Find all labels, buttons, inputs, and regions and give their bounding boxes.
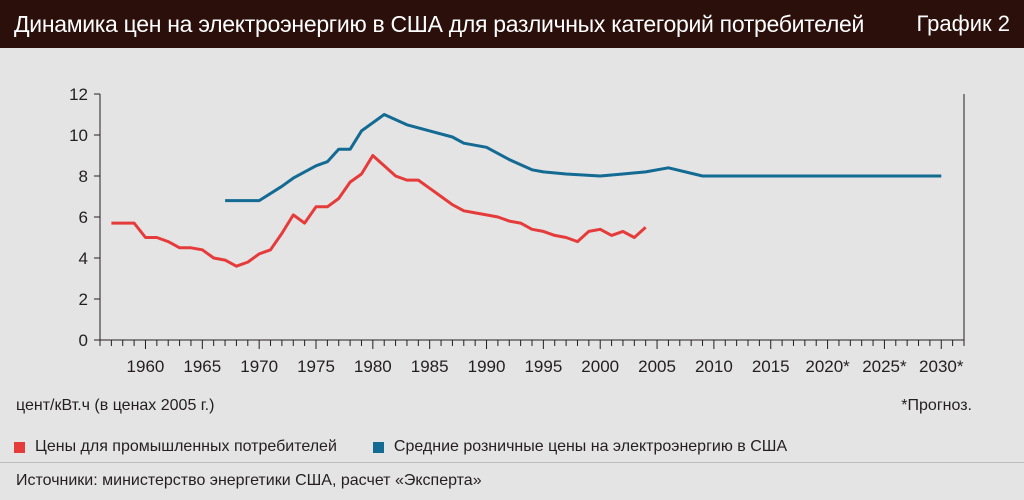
x-tick-label: 1975: [297, 357, 335, 376]
series-lines: [111, 113, 942, 268]
y-tick-label: 0: [79, 331, 88, 350]
legend-item-industrial: Цены для промышленных потребителей: [14, 438, 337, 456]
series-line-industrial: [111, 154, 647, 268]
y-tick-label: 8: [79, 167, 88, 186]
y-tick-label: 6: [79, 208, 88, 227]
legend-swatch-retail: [372, 441, 384, 453]
x-tick-label: 1995: [524, 357, 562, 376]
y-tick-label: 4: [79, 249, 88, 268]
x-tick-label: 1980: [354, 357, 392, 376]
y-tick-label: 10: [69, 126, 88, 145]
legend-item-retail: Средние розничные цены на электроэнергию…: [372, 438, 788, 456]
x-tick-label: 1965: [183, 357, 221, 376]
x-tick-label: 1990: [468, 357, 506, 376]
y-axis-unit-label: цент/кВт.ч (в ценах 2005 г.): [16, 397, 215, 414]
series-line-retail: [225, 113, 942, 203]
x-tick-label: 2015: [752, 357, 790, 376]
x-tick-label: 2005: [638, 357, 676, 376]
x-tick-label: 2010: [695, 357, 733, 376]
legend-label-retail: Средние розничные цены на электроэнергию…: [393, 438, 788, 455]
x-tick-label: 2020*: [805, 357, 850, 376]
source-note: Источники: министерство энергетики США, …: [0, 462, 1024, 500]
legend-label-industrial: Цены для промышленных потребителей: [35, 438, 337, 455]
y-tick-label: 12: [69, 85, 88, 104]
legend-swatch-industrial: [14, 441, 25, 453]
forecast-note: *Прогноз.: [901, 397, 972, 414]
x-tick-label: 1970: [240, 357, 278, 376]
y-tick-label: 2: [79, 290, 88, 309]
y-axis: 0 2 4 6 8 10 12: [69, 85, 101, 350]
chart-legend: Цены для промышленных потребителей Средн…: [14, 432, 1004, 462]
x-tick-label: 2025*: [862, 357, 907, 376]
chart-header: Динамика цен на электроэнергию в США для…: [0, 0, 1024, 48]
x-axis: 1960 1965 1970 1975 1980 1985 1990 1995 2000 2005…: [99, 94, 965, 376]
x-tick-label: 2030*: [919, 357, 964, 376]
x-tick-label: 2000: [581, 357, 619, 376]
chart-title: Динамика цен на электроэнергию в США для…: [14, 10, 865, 37]
x-tick-label: 1960: [127, 357, 165, 376]
chart-area: 0 2 4 6 8 10 12 1960 1965 1970 1975 1980 1985 1990 19…: [0, 48, 1024, 420]
x-tick-label: 1985: [411, 357, 449, 376]
graph-number-label: График 2: [916, 11, 1010, 36]
